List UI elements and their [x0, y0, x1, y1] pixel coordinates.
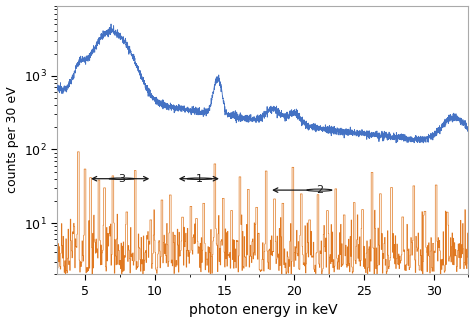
X-axis label: photon energy in keV: photon energy in keV: [189, 303, 337, 318]
Circle shape: [109, 178, 134, 180]
Circle shape: [187, 178, 212, 180]
Y-axis label: counts per 30 eV: counts per 30 eV: [6, 87, 18, 193]
Text: 1: 1: [196, 174, 203, 184]
Text: 3: 3: [118, 174, 125, 184]
Circle shape: [307, 189, 332, 191]
Text: 2: 2: [316, 185, 323, 195]
